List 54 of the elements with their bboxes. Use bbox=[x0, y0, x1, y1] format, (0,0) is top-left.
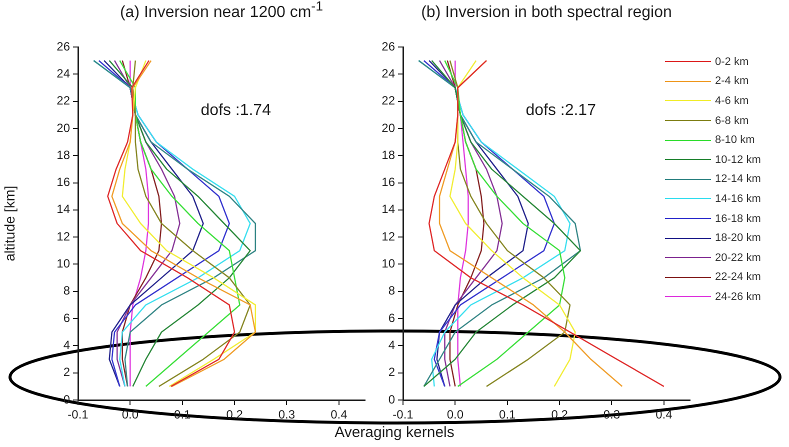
legend-label: 16-18 km bbox=[715, 212, 761, 225]
annotation: dofs :1.74 bbox=[200, 102, 272, 119]
x-tick-label: 0.4 bbox=[656, 408, 673, 422]
y-tick-label: 6 bbox=[388, 310, 396, 325]
x-tick-label: -0.1 bbox=[392, 408, 414, 422]
y-tick-label: 24 bbox=[56, 66, 70, 80]
y-tick-label: 12 bbox=[56, 229, 70, 244]
y-tick-label: 8 bbox=[63, 284, 70, 298]
y-tick-label: 4 bbox=[63, 338, 70, 352]
legend-label: 20-22 km bbox=[715, 252, 761, 264]
y-tick-label: 18 bbox=[56, 148, 70, 162]
legend-label: 10-12 km bbox=[715, 154, 761, 166]
x-tick-label: 0.3 bbox=[278, 408, 296, 422]
y-tick-label: 16 bbox=[382, 175, 396, 190]
y-tick-label: 20 bbox=[56, 120, 70, 135]
legend-label: 0-2 km bbox=[715, 56, 749, 68]
x-axis-title: Averaging kernels bbox=[334, 424, 456, 441]
y-tick-label: 14 bbox=[382, 202, 396, 216]
x-tick-label: 0.0 bbox=[446, 408, 464, 422]
y-tick-label: 6 bbox=[63, 310, 70, 325]
y-tick-label: 0 bbox=[388, 392, 396, 406]
x-tick-label: 0.4 bbox=[330, 408, 348, 422]
legend-label: 14-16 km bbox=[715, 192, 761, 205]
y-tick-label: 12 bbox=[382, 229, 396, 244]
y-tick-label: 22 bbox=[382, 94, 396, 108]
y-tick-label: 20 bbox=[382, 120, 396, 135]
legend-label: 8-10 km bbox=[715, 134, 755, 146]
x-tick-label: 0.1 bbox=[499, 408, 516, 422]
y-tick-label: 10 bbox=[382, 256, 396, 271]
y-tick-label: 14 bbox=[56, 202, 70, 216]
x-tick-label: -0.1 bbox=[68, 408, 89, 422]
legend-label: 18-20 km bbox=[715, 232, 761, 244]
legend-label: 4-6 km bbox=[715, 94, 749, 107]
y-tick-label: 18 bbox=[382, 148, 396, 162]
y-tick-label: 2 bbox=[63, 365, 70, 380]
chart-title: (b) Inversion in both spectral region bbox=[420, 3, 673, 23]
legend-label: 12-14 km bbox=[715, 173, 761, 186]
y-tick-label: 2 bbox=[388, 365, 396, 380]
y-tick-label: 22 bbox=[56, 94, 70, 108]
legend-label: 24-26 km bbox=[715, 290, 761, 303]
y-tick-label: 10 bbox=[56, 256, 70, 271]
y-tick-label: 4 bbox=[388, 338, 396, 352]
y-tick-label: 26 bbox=[382, 39, 396, 54]
y-tick-label: 24 bbox=[382, 66, 396, 80]
chart-title: (a) Inversion near 1200 cm$^{-1}$ bbox=[118, 0, 324, 23]
annotation: dofs :2.17 bbox=[526, 102, 596, 119]
x-tick-label: 0.0 bbox=[122, 408, 139, 422]
y-tick-label: 16 bbox=[56, 175, 70, 190]
legend-label: 22-24 km bbox=[715, 271, 761, 284]
y-tick-label: 26 bbox=[56, 39, 70, 54]
y-tick-label: 8 bbox=[388, 284, 396, 298]
y-axis-title: altitude [km] bbox=[1, 186, 18, 262]
legend-label: 6-8 km bbox=[715, 114, 749, 127]
legend-label: 2-4 km bbox=[715, 75, 749, 88]
